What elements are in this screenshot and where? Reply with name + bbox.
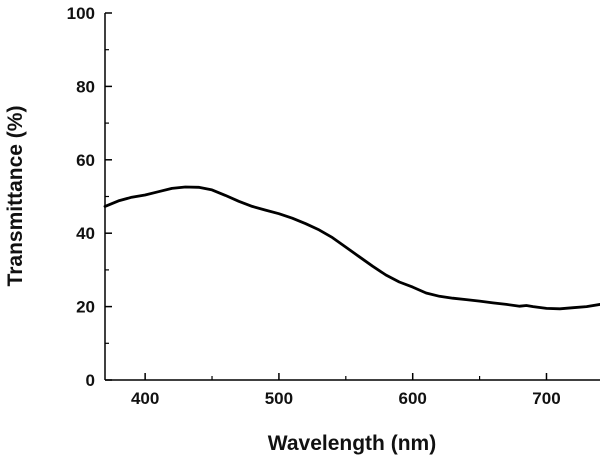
x-axis-ticks: 400 500 600 700	[131, 373, 561, 408]
y-tick-label: 40	[76, 224, 95, 243]
y-tick-label: 80	[76, 77, 95, 96]
y-tick-label: 100	[67, 4, 95, 23]
y-axis-label: Transmittance (%)	[4, 106, 27, 287]
x-tick-label: 400	[131, 389, 159, 408]
y-tick-label: 60	[76, 151, 95, 170]
x-axis-label: Wavelength (nm)	[268, 432, 436, 455]
series-line-transmittance	[103, 185, 600, 311]
x-tick-label: 600	[399, 389, 427, 408]
y-tick-label: 0	[86, 371, 95, 390]
x-tick-label: 700	[532, 389, 560, 408]
y-tick-label: 20	[76, 298, 95, 317]
x-tick-label: 500	[265, 389, 293, 408]
